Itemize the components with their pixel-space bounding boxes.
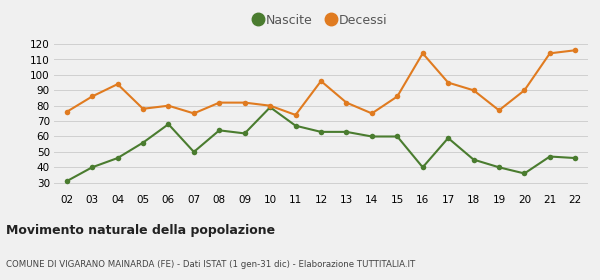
Legend: Nascite, Decessi: Nascite, Decessi [250,9,392,32]
Text: Movimento naturale della popolazione: Movimento naturale della popolazione [6,224,275,237]
Text: COMUNE DI VIGARANO MAINARDA (FE) - Dati ISTAT (1 gen-31 dic) - Elaborazione TUTT: COMUNE DI VIGARANO MAINARDA (FE) - Dati … [6,260,415,269]
